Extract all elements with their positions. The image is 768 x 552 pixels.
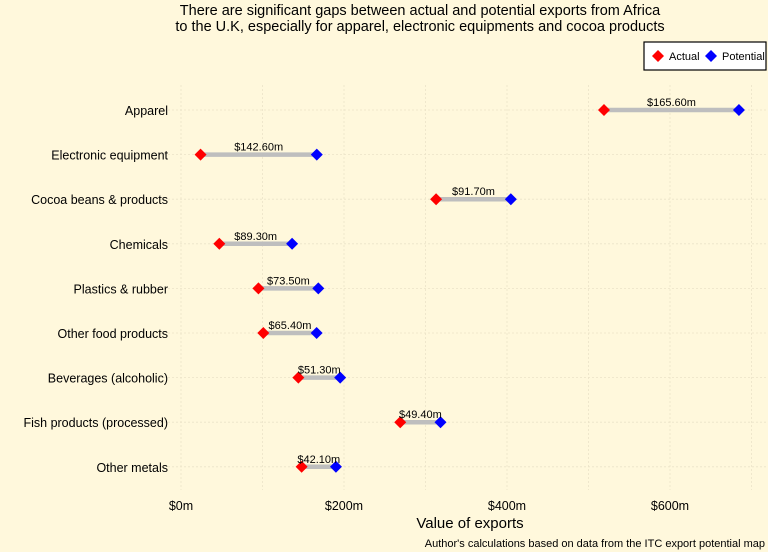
actual-point xyxy=(257,327,270,339)
actual-point xyxy=(213,237,226,250)
actual-point xyxy=(430,193,443,206)
category-label: Chemicals xyxy=(110,238,168,252)
dumbbell-row: Apparel $165.60m xyxy=(125,97,745,118)
dumbbell-row: Plastics & rubber $73.50m xyxy=(74,275,325,296)
potential-point xyxy=(334,371,347,384)
dumbbell-row: Electronic equipment $142.60m xyxy=(51,142,323,163)
actual-point xyxy=(597,104,610,116)
caption: Author's calculations based on data from… xyxy=(425,538,765,550)
potential-point xyxy=(504,193,517,206)
dumbbell-row: Chemicals $89.30m xyxy=(110,231,299,252)
x-tick-label: $600m xyxy=(651,499,689,513)
actual-point xyxy=(394,416,407,429)
actual-point xyxy=(292,371,305,384)
gap-label: $65.40m xyxy=(269,320,312,332)
category-label: Other metals xyxy=(96,461,168,475)
category-label: Other food products xyxy=(58,327,168,341)
actual-point xyxy=(295,460,308,473)
category-label: Plastics & rubber xyxy=(74,282,168,296)
x-axis-ticks: $0m $200m $400m $600m xyxy=(169,499,689,513)
gap-label: $51.30m xyxy=(298,365,341,377)
actual-point xyxy=(194,148,207,161)
potential-point xyxy=(310,327,323,339)
potential-point xyxy=(434,416,447,429)
potential-point xyxy=(732,104,745,116)
category-label: Fish products (processed) xyxy=(23,416,168,430)
rows: Apparel $165.60m Electronic equipment $142.… xyxy=(23,97,745,475)
chart-title-line-2: to the U.K, especially for apparel, elec… xyxy=(175,19,664,35)
x-axis-label: Value of exports xyxy=(416,515,523,532)
legend-potential-label: Potential xyxy=(722,51,765,63)
legend-actual-label: Actual xyxy=(669,51,700,63)
potential-point xyxy=(329,460,342,473)
gap-label: $73.50m xyxy=(267,275,310,287)
gap-label: $165.60m xyxy=(647,97,696,109)
category-label: Electronic equipment xyxy=(51,149,168,163)
dumbbell-row: Fish products (processed) $49.40m xyxy=(23,409,447,430)
dumbbell-row: Other metals $42.10m xyxy=(96,454,342,475)
legend: Actual Potential xyxy=(643,41,767,71)
category-label: Beverages (alcoholic) xyxy=(48,372,168,386)
gap-label: $89.30m xyxy=(234,231,277,243)
potential-point xyxy=(310,148,323,161)
legend-potential-marker xyxy=(705,50,717,62)
x-tick-label: $0m xyxy=(169,499,193,513)
category-label: Apparel xyxy=(125,104,168,118)
gap-label: $91.70m xyxy=(452,186,495,198)
gap-label: $42.10m xyxy=(297,454,340,466)
x-tick-label: $400m xyxy=(488,499,526,513)
gap-label: $49.40m xyxy=(399,409,442,421)
category-label: Cocoa beans & products xyxy=(31,193,168,207)
dumbbell-row: Other food products $65.40m xyxy=(58,320,323,341)
gap-label: $142.60m xyxy=(234,142,283,154)
legend-actual-marker xyxy=(652,50,664,62)
actual-point xyxy=(252,282,265,295)
dumbbell-row: Cocoa beans & products $91.70m xyxy=(31,186,517,207)
potential-point xyxy=(286,237,299,250)
chart-title-line-1: There are significant gaps between actua… xyxy=(180,3,661,19)
x-tick-label: $200m xyxy=(325,499,363,513)
potential-point xyxy=(312,282,325,295)
dumbbell-row: Beverages (alcoholic) $51.30m xyxy=(48,365,347,386)
